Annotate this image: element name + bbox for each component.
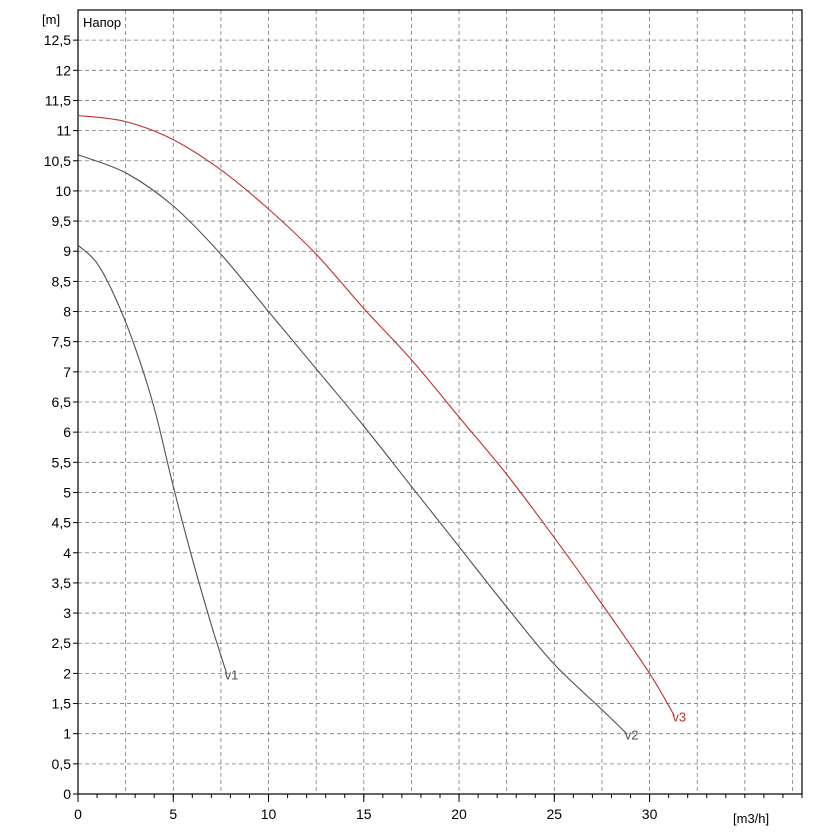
tick-labels: 00,511,522,533,544,555,566,577,588,599,5… [44,32,658,822]
y-tick-label: 6 [63,424,71,440]
series-line-v3 [77,114,675,716]
y-tick-label: 2 [63,665,71,681]
x-tick-label: 15 [356,806,372,822]
y-tick-label: 9 [63,243,71,259]
y-tick-label: 7,5 [52,334,72,350]
grid [78,10,802,794]
y-tick-label: 3 [63,605,71,621]
x-tick-label: 0 [74,806,82,822]
y-tick-label: 11,5 [45,92,71,108]
chart-title: Напор [83,15,121,30]
axis-ticks [73,39,803,802]
y-tick-label: 9,5 [52,213,72,229]
y-tick-label: 1 [63,726,71,742]
y-tick-label: 8 [63,304,71,320]
x-tick-label: 25 [547,806,563,822]
series-label-v2: v2 [625,728,639,743]
y-tick-label: 10 [55,183,71,199]
series-line-v2 [77,154,628,735]
x-axis-unit: [m3/h] [733,811,769,826]
y-tick-label: 0 [63,786,71,802]
series-line-v1 [77,244,228,674]
y-tick-label: 1,5 [52,696,72,712]
y-tick-label: 4,5 [52,515,72,531]
y-tick-label: 7 [63,364,71,380]
y-tick-label: 4 [63,545,71,561]
y-tick-label: 11 [56,123,71,139]
y-axis-unit: [m] [42,12,60,27]
y-tick-label: 8,5 [52,273,72,289]
y-tick-label: 3,5 [52,575,72,591]
y-tick-label: 0,5 [52,756,72,772]
y-tick-label: 5,5 [52,454,72,470]
series-lines: v1 v2 v3 [77,114,686,743]
y-tick-label: 12,5 [44,32,71,48]
x-tick-label: 30 [642,806,658,822]
series-label-v1: v1 [225,667,239,682]
y-tick-label: 10,5 [44,153,71,169]
y-tick-label: 5 [63,484,71,500]
x-tick-label: 5 [169,806,177,822]
series-label-v3: v3 [672,710,686,725]
y-tick-label: 12 [55,62,71,78]
y-tick-label: 2,5 [52,635,72,651]
x-tick-label: 20 [451,806,467,822]
y-tick-label: 6,5 [52,394,72,410]
x-tick-label: 10 [261,806,277,822]
